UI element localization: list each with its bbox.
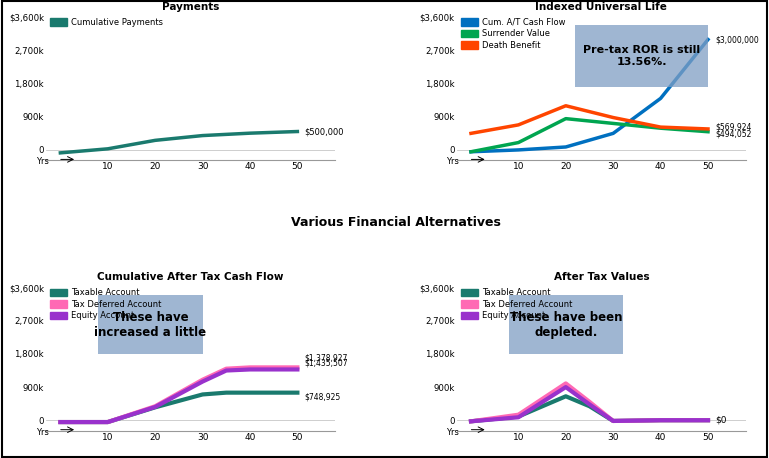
- Text: $569,924: $569,924: [715, 122, 751, 131]
- Title: After Tax Values: After Tax Values: [554, 272, 649, 282]
- Legend: Taxable Account, Tax Deferred Account, Equity Account: Taxable Account, Tax Deferred Account, E…: [461, 288, 572, 320]
- Text: $494,052: $494,052: [715, 130, 751, 138]
- Text: These have been
depleted.: These have been depleted.: [510, 311, 622, 338]
- Text: These have
increased a little: These have increased a little: [95, 311, 207, 338]
- FancyBboxPatch shape: [98, 295, 202, 354]
- Text: Various Financial Alternatives: Various Financial Alternatives: [291, 216, 501, 229]
- Text: Yrs: Yrs: [35, 428, 48, 436]
- Title: Indexed Universal Life: Indexed Universal Life: [535, 1, 667, 11]
- FancyBboxPatch shape: [509, 295, 623, 354]
- FancyBboxPatch shape: [575, 25, 708, 87]
- Text: Pre-tax ROR is still
13.56%.: Pre-tax ROR is still 13.56%.: [583, 45, 701, 67]
- Legend: Cum. A/T Cash Flow, Surrender Value, Death Benefit: Cum. A/T Cash Flow, Surrender Value, Dea…: [461, 18, 565, 50]
- Text: $500,000: $500,000: [305, 127, 344, 136]
- Title: Payments: Payments: [162, 1, 219, 11]
- Text: $748,925: $748,925: [305, 393, 341, 402]
- Legend: Cumulative Payments: Cumulative Payments: [50, 18, 163, 27]
- Text: $0: $0: [715, 416, 727, 425]
- Text: Yrs: Yrs: [35, 157, 48, 166]
- Text: Yrs: Yrs: [446, 428, 459, 436]
- Text: $1,435,507: $1,435,507: [305, 359, 348, 367]
- Text: Yrs: Yrs: [446, 157, 459, 166]
- Legend: Taxable Account, Tax Deferred Account, Equity Account: Taxable Account, Tax Deferred Account, E…: [50, 288, 161, 320]
- Text: $1,378,927: $1,378,927: [305, 354, 348, 363]
- Text: $3,000,000: $3,000,000: [715, 35, 759, 44]
- Title: Cumulative After Tax Cash Flow: Cumulative After Tax Cash Flow: [98, 272, 284, 282]
